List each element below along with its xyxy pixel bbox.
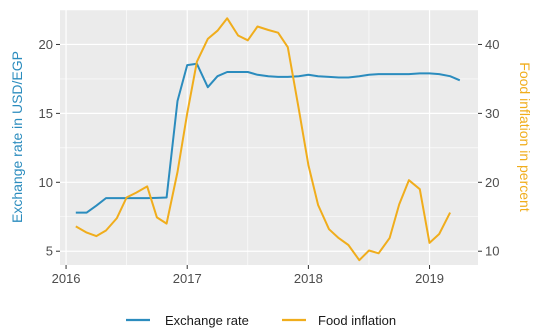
y-left-tick-label-2: 15 — [39, 106, 53, 121]
x-tick-label-0: 2016 — [52, 271, 81, 286]
y-axis-left: 5 10 15 20 — [39, 37, 60, 259]
x-tick-label-2: 2018 — [294, 271, 323, 286]
x-axis: 2016 2017 2018 2019 — [52, 265, 444, 286]
y-right-tick-label-3: 40 — [485, 37, 499, 52]
x-tick-label-3: 2019 — [415, 271, 444, 286]
y-right-tick-label-1: 20 — [485, 175, 499, 190]
legend: Exchange rate Food inflation — [126, 313, 396, 328]
y-axis-left-title: Exchange rate in USD/EGP — [9, 51, 25, 223]
y-left-tick-label-1: 10 — [39, 175, 53, 190]
grid-minor — [60, 9, 478, 265]
y-axis-right: 10 20 30 40 — [478, 37, 499, 259]
x-tick-label-1: 2017 — [173, 271, 202, 286]
y-right-tick-label-0: 10 — [485, 244, 499, 259]
y-left-tick-label-0: 5 — [46, 244, 53, 259]
series-line-exchange-rate — [75, 62, 461, 214]
series-line-food-inflation — [75, 17, 451, 262]
y-axis-right-title: Food inflation in percent — [517, 62, 533, 212]
legend-label-exchange-rate: Exchange rate — [165, 313, 249, 328]
legend-label-food-inflation: Food inflation — [318, 313, 396, 328]
series-lines — [75, 17, 461, 262]
y-right-tick-label-2: 30 — [485, 106, 499, 121]
plot-panel — [60, 10, 478, 265]
y-left-tick-label-3: 20 — [39, 37, 53, 52]
